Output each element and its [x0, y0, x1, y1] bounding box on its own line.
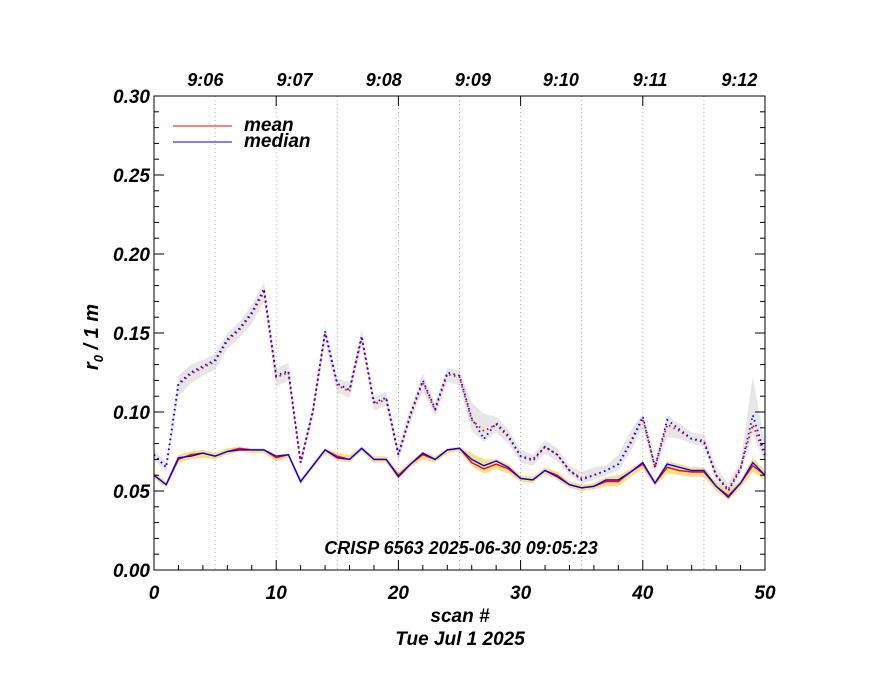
x-tick-label-0: 0 — [149, 583, 160, 604]
gridlines — [214, 96, 705, 570]
legend-label-median: median — [244, 131, 311, 152]
y-tick-label-4: 0.20 — [113, 245, 150, 266]
y-axis-label-sub: 0 — [91, 354, 106, 362]
y-tick-label-0: 0.00 — [113, 561, 150, 582]
top-time-label-1: 9:07 — [277, 70, 314, 90]
x-tick-label-2: 20 — [387, 583, 410, 604]
x-tick-label-5: 50 — [754, 583, 776, 604]
annotation: CRISP 6563 2025-06-30 09:05:23 — [324, 538, 598, 558]
data-series — [153, 285, 766, 499]
axis-ticks — [153, 95, 766, 571]
y-tick-label-5: 0.25 — [113, 166, 150, 187]
top-time-label-0: 9:06 — [187, 70, 224, 90]
x-axis-date-label: Tue Jul 1 2025 — [395, 629, 525, 650]
top-time-labels: 9:06 9:07 9:08 9:09 9:10 9:11 9:12 — [187, 70, 757, 90]
top-time-label-6: 9:12 — [721, 70, 757, 90]
tick-labels: 0 10 20 30 40 50 0.00 0.05 0.10 0.15 0.20 0.25 0.30 — [113, 87, 776, 604]
y-tick-label-1: 0.05 — [113, 482, 150, 503]
x-tick-label-4: 40 — [631, 583, 654, 604]
series-line-0 — [153, 289, 766, 491]
y-tick-label-2: 0.10 — [113, 403, 150, 424]
x-axis-label: scan # — [430, 606, 490, 627]
legend: mean median — [173, 115, 311, 152]
series-line-1 — [153, 285, 766, 493]
y-axis-label-rest: / 1 m — [81, 304, 103, 355]
series-line-3 — [153, 447, 766, 499]
top-time-label-5: 9:11 — [633, 70, 668, 90]
spread-bands — [154, 282, 765, 501]
y-tick-label-3: 0.15 — [113, 324, 150, 345]
x-tick-label-3: 30 — [510, 583, 532, 604]
top-time-label-2: 9:08 — [366, 70, 402, 90]
y-axis-label: r0 / 1 m — [81, 304, 106, 370]
top-time-label-3: 9:09 — [455, 70, 491, 90]
y-axis-label-main: r — [81, 361, 103, 370]
legend-label-mean: mean — [244, 115, 294, 136]
x-tick-label-1: 10 — [266, 583, 288, 604]
band-0 — [154, 282, 765, 496]
top-time-label-4: 9:10 — [543, 70, 579, 90]
y-tick-label-6: 0.30 — [113, 87, 150, 108]
